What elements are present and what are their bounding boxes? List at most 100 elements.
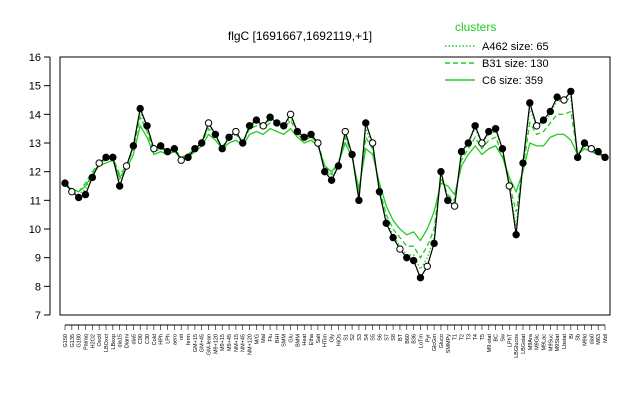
x-tick-label: B60: [405, 334, 411, 344]
data-point: [225, 133, 233, 141]
x-tick-label: M/G: [254, 334, 260, 344]
data-point: [601, 153, 609, 162]
data-point: [88, 173, 97, 182]
data-point: [382, 219, 390, 227]
series-line-0: [64, 89, 606, 280]
data-point: [61, 179, 69, 187]
x-tick-label: aero: [172, 334, 178, 345]
y-axis: 7 8 9 10 11 12 13 14 15 16: [29, 52, 51, 322]
x-tick-label: HPh: [159, 334, 165, 345]
data-point: [109, 153, 117, 162]
x-tick-label: BC: [494, 334, 500, 342]
data-point: [580, 139, 589, 147]
x-tick-label: Sw: [500, 334, 506, 342]
data-point: [129, 142, 138, 150]
x-tick-label: SMM: [282, 334, 288, 347]
data-point: [211, 130, 220, 139]
legend-entry-label: B31 size: 130: [482, 58, 549, 70]
data-point: [532, 122, 541, 130]
data-point: [553, 93, 561, 101]
y-tick-label: 10: [29, 224, 41, 236]
x-tick-label: M9-stat: [487, 334, 493, 353]
x-tick-label: dia0: [589, 334, 595, 344]
x-tick-label: Glu: [289, 334, 295, 343]
x-tick-label: GlcGm: [432, 334, 438, 352]
data-point: [539, 116, 548, 124]
x-tick-label: M9Suc: [548, 334, 554, 351]
data-point: [293, 127, 302, 136]
x-tick-label: NM+120: [248, 334, 254, 355]
data-point: [334, 162, 343, 170]
data-point: [362, 119, 370, 127]
data-point: [389, 233, 397, 242]
y-tick-label: 9: [35, 253, 41, 265]
data-point: [81, 190, 90, 199]
x-tick-label: BT: [398, 333, 404, 341]
data-point: [546, 107, 555, 116]
data-point: [143, 122, 151, 130]
data-point: [314, 139, 322, 147]
data-point: [594, 147, 602, 156]
data-point: [150, 145, 158, 153]
x-tick-label: Lbstat: [562, 334, 568, 349]
data-point: [430, 239, 438, 248]
x-tick-label: Pyr: [425, 334, 431, 342]
x-tick-label: GM-lean: [207, 334, 213, 355]
data-point: [485, 127, 493, 136]
data-point: [368, 139, 377, 147]
x-tick-label: M9Ara: [528, 333, 534, 350]
data-point: [232, 127, 240, 136]
x-tick-label: NM+45: [241, 334, 247, 352]
y-tick-label: 8: [35, 281, 41, 293]
x-tick-label: dia15: [118, 334, 124, 347]
data-point: [163, 147, 172, 156]
x-tick-label: Mal: [261, 334, 267, 343]
data-point: [102, 153, 110, 162]
data-point: [423, 262, 431, 270]
x-tick-label: Gly: [330, 334, 336, 343]
x-tick-label: S4: [364, 334, 370, 341]
x-axis: G150 G135 G180 Pairaq H2O2 Oxctl LBOxct LBexp di…: [63, 324, 609, 358]
data-point: [204, 119, 213, 127]
y-tick-label: 14: [29, 109, 41, 121]
x-tick-label: Pairaq: [84, 334, 90, 350]
y-tick-label: 11: [30, 195, 41, 207]
data-point: [252, 116, 261, 124]
x-tick-label: Salt: [316, 334, 322, 344]
series-line-1: [64, 124, 606, 242]
data-point: [587, 145, 596, 153]
data-point: [471, 122, 479, 130]
x-tick-label: BHI: [275, 334, 281, 344]
x-tick-label: GM+45: [200, 334, 206, 352]
x-tick-label: LBGstat: [521, 334, 527, 354]
data-point: [478, 139, 486, 147]
x-tick-label: S8: [391, 334, 397, 341]
data-point: [450, 202, 459, 210]
y-tick-label: 15: [29, 81, 41, 93]
y-tick-label: 13: [29, 138, 41, 150]
plot-box: [59, 56, 611, 316]
x-tick-label: S6: [377, 334, 383, 341]
x-tick-label: Heat: [302, 334, 308, 346]
data-point: [239, 139, 247, 147]
x-tick-label: M9Glc: [535, 334, 541, 350]
x-tick-label: Oxctl: [97, 334, 103, 347]
x-tick-label: Diami: [125, 334, 131, 348]
x-tick-label: SMMPy: [446, 334, 452, 354]
x-tick-label: M9+120: [213, 334, 219, 354]
x-tick-label: T2: [459, 334, 465, 340]
data-point: [300, 133, 308, 141]
data-point: [321, 167, 329, 176]
data-point: [396, 245, 404, 253]
data-point: [115, 182, 124, 190]
legend: clusters A462 size: 65 B31 size: 130 C6 si…: [445, 20, 549, 87]
x-tick-label: Gluco: [439, 334, 445, 348]
y-tick-label: 12: [29, 167, 41, 179]
x-tick-label: M9+15: [220, 334, 226, 351]
x-tick-label: C30: [145, 334, 151, 344]
x-tick-label: LPhT: [507, 333, 513, 347]
x-tick-label: Etha: [309, 333, 315, 345]
x-tick-label: ferm: [186, 334, 192, 345]
data-point: [307, 130, 315, 139]
